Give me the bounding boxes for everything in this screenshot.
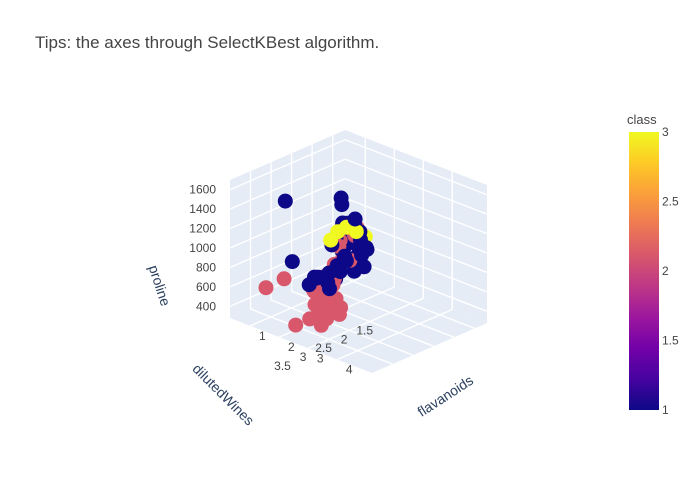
z-tick-label: 600	[196, 280, 216, 294]
grid-lines	[229, 135, 488, 365]
x-tick-label: 4	[346, 363, 353, 377]
x-tick-label: 3	[317, 351, 324, 365]
data-point-class-3	[348, 224, 364, 240]
y-tick-label: 1.5	[356, 323, 373, 337]
data-point-class-2	[276, 271, 292, 287]
grid-z-right	[344, 158, 488, 215]
z-tick-label: 1000	[189, 241, 216, 255]
z-tick-label: 1600	[189, 183, 216, 197]
grid-y-floor	[270, 299, 414, 356]
data-point-class-1	[333, 190, 349, 206]
scatter-points	[258, 190, 375, 333]
z-axis-title: proline	[146, 263, 174, 308]
colorbar-tick-label: 2.5	[662, 195, 679, 209]
data-point-class-1	[284, 254, 300, 270]
y-tick-label: 3.5	[274, 359, 291, 373]
grid-z-right	[344, 197, 488, 254]
data-point-class-2	[302, 311, 318, 327]
x-tick-label: 1	[259, 329, 266, 343]
grid-x-floor	[307, 297, 424, 349]
grid-z-left	[229, 158, 346, 210]
grid-z-left	[229, 216, 346, 269]
y-tick-label: 2	[341, 332, 348, 346]
grid-z-right	[344, 139, 488, 196]
y-axis-title: dilutedWines	[190, 360, 258, 428]
grid-z-right	[344, 216, 488, 274]
grid-z-left	[229, 139, 346, 191]
data-point-class-1	[356, 259, 372, 275]
y-tick-label: 2.5	[315, 341, 332, 355]
z-tick-label: 400	[196, 299, 216, 313]
y-tick-label: 3	[300, 350, 307, 364]
x-tick-label: 2	[288, 340, 295, 354]
data-point-class-1	[338, 253, 354, 269]
colorbar-tick-label: 3	[662, 125, 669, 139]
right-wall-pane	[345, 130, 487, 323]
data-point-class-2	[288, 317, 304, 333]
data-point-class-1	[322, 281, 337, 297]
floor-pane	[230, 268, 487, 373]
data-point-class-2	[258, 280, 274, 296]
colorbar-title: class	[627, 112, 657, 127]
x-axis-title: flavanoids	[414, 372, 476, 420]
data-point-class-2	[313, 317, 329, 333]
grid-z-right	[344, 177, 488, 235]
z-tick-label: 800	[196, 261, 216, 275]
grid-z-left	[229, 197, 346, 249]
colorbar: class 1 1.5 2 2.5 3	[627, 112, 679, 417]
grid-y-floor	[250, 308, 393, 365]
colorbar-gradient	[629, 132, 659, 410]
z-tick-label: 1400	[189, 202, 216, 216]
chart-title: Tips: the axes through SelectKBest algor…	[35, 33, 380, 52]
axis-panes	[230, 130, 487, 373]
data-point-class-1	[358, 240, 374, 256]
data-point-class-2	[315, 303, 330, 319]
colorbar-tick-label: 1	[662, 403, 669, 417]
grid-x-floor	[250, 275, 366, 327]
data-point-class-1	[347, 211, 363, 227]
grid-y-floor	[332, 272, 475, 330]
colorbar-tick-label: 1.5	[662, 334, 679, 348]
z-tick-label: 1200	[189, 222, 216, 236]
colorbar-tick-label: 2	[662, 264, 669, 278]
data-point-class-2	[331, 306, 347, 322]
data-point-class-1	[277, 193, 293, 209]
grid-x-floor	[336, 308, 453, 361]
data-point-class-3	[323, 232, 339, 248]
